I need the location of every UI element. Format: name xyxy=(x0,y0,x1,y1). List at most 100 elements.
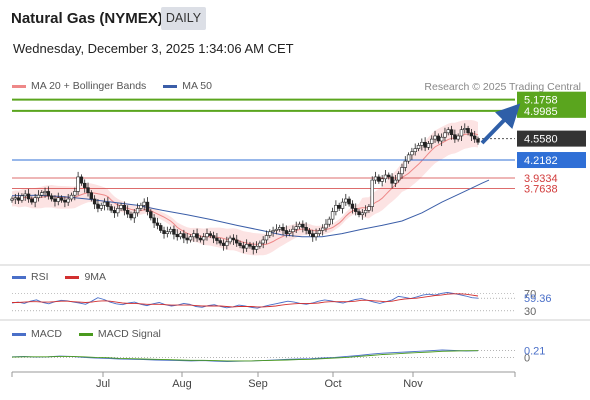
candle xyxy=(367,206,371,211)
candle xyxy=(466,128,470,134)
candle xyxy=(221,242,226,246)
candle xyxy=(149,211,153,219)
macd-legend: MACD MACD Signal xyxy=(12,328,175,340)
candle xyxy=(340,201,345,209)
candle xyxy=(86,187,90,193)
candle xyxy=(43,191,47,193)
candle xyxy=(172,228,176,235)
candle xyxy=(59,197,64,201)
candle xyxy=(248,244,252,247)
candle xyxy=(320,227,325,231)
candle xyxy=(383,174,388,180)
candle xyxy=(324,223,328,229)
candle xyxy=(244,244,249,249)
macd-signal-swatch xyxy=(78,332,93,336)
candle xyxy=(46,191,51,197)
candle xyxy=(413,148,417,153)
candle xyxy=(145,201,150,212)
pivot-level-label: 4.2182 xyxy=(524,155,558,167)
candle xyxy=(443,132,447,138)
candle xyxy=(373,176,378,181)
candle xyxy=(264,235,269,241)
candle xyxy=(304,227,308,231)
candle xyxy=(287,231,292,234)
candle xyxy=(96,203,100,209)
timeframe-badge[interactable]: DAILY xyxy=(161,7,206,30)
candle xyxy=(155,222,160,226)
last-price-label: 4.5580 xyxy=(524,134,558,146)
candle xyxy=(390,176,394,184)
candle xyxy=(251,245,255,250)
candle xyxy=(463,128,467,130)
x-tick-label: Nov xyxy=(403,378,423,390)
candle xyxy=(453,134,457,140)
candle xyxy=(119,204,123,209)
support-level-label: 3.7638 xyxy=(524,184,558,196)
macd-swatch xyxy=(12,332,26,336)
candle xyxy=(122,204,127,211)
candle xyxy=(66,198,70,203)
x-tick-label: Aug xyxy=(172,378,192,390)
candle xyxy=(73,191,77,196)
candle xyxy=(205,233,209,238)
candle xyxy=(185,237,189,241)
candle xyxy=(360,212,365,216)
candle xyxy=(228,237,232,243)
candle xyxy=(116,208,120,214)
rsi-tick-label: 30 xyxy=(524,306,536,318)
candle xyxy=(106,201,110,207)
instrument-title: Natural Gas (NYMEX) xyxy=(11,10,163,27)
candle xyxy=(135,208,140,214)
candle xyxy=(334,204,338,212)
candle xyxy=(112,210,117,214)
candle xyxy=(439,136,444,142)
target-level-box xyxy=(517,91,586,108)
candle xyxy=(271,230,275,233)
candle xyxy=(76,176,80,192)
target-level-label: 5.1758 xyxy=(524,95,558,107)
candle xyxy=(347,198,351,205)
candle xyxy=(182,233,186,239)
candle xyxy=(284,230,289,234)
legend-macd-signal: MACD Signal xyxy=(78,328,161,340)
candle xyxy=(162,230,166,234)
rsi-swatch xyxy=(12,275,26,279)
candle xyxy=(472,135,477,140)
candle xyxy=(56,197,60,202)
candle xyxy=(314,233,318,238)
candle xyxy=(268,231,272,236)
candle xyxy=(291,228,295,233)
candle xyxy=(53,198,57,202)
support-level-label: 3.9334 xyxy=(524,173,558,185)
candle xyxy=(208,233,212,236)
candle xyxy=(377,176,381,182)
legend-macd: MACD xyxy=(12,328,62,340)
candle xyxy=(109,206,113,211)
candle xyxy=(449,129,454,136)
candle xyxy=(36,194,41,199)
candle xyxy=(79,176,84,184)
candle xyxy=(195,233,199,239)
x-tick-label: Sep xyxy=(248,378,268,390)
candle xyxy=(235,239,239,244)
candle xyxy=(168,228,173,233)
pivot-level-box xyxy=(517,152,586,169)
candle xyxy=(238,242,242,246)
candle xyxy=(354,208,358,212)
legend-macd-signal-label: MACD Signal xyxy=(97,328,161,340)
legend-9ma: 9MA xyxy=(65,271,106,283)
candle xyxy=(26,193,31,200)
candle xyxy=(363,210,368,214)
candle xyxy=(258,242,262,247)
candle xyxy=(406,154,411,162)
rsi-series-line xyxy=(11,292,479,309)
macd-series-line xyxy=(11,349,479,363)
candle xyxy=(420,141,424,146)
legend-ma20-label: MA 20 + Bollinger Bands xyxy=(31,80,147,92)
candle xyxy=(426,143,431,148)
candle xyxy=(307,230,312,234)
candle xyxy=(139,204,143,209)
rsi-tick-label: 70 xyxy=(524,288,536,300)
rsi-series-line xyxy=(12,293,479,308)
